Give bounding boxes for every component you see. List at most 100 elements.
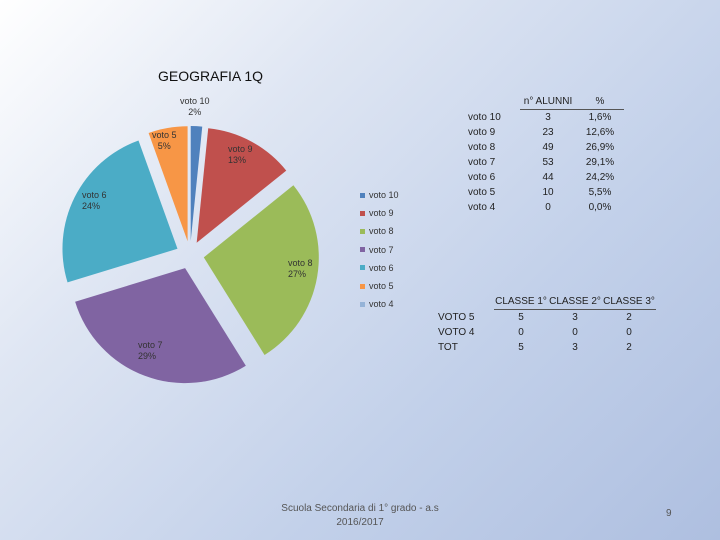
slice-label-name: voto 10 [180, 96, 210, 106]
legend-swatch [360, 265, 365, 271]
legend-label: voto 4 [369, 299, 394, 310]
table-cell: voto 7 [468, 157, 496, 168]
table-header-cell: CLASSE 2° [548, 294, 602, 310]
slice-label-pct: 5% [157, 141, 171, 151]
slice-label-pct: 29% [138, 351, 157, 361]
legend-item: voto 6 [360, 259, 399, 277]
table-cell: 0 [572, 327, 578, 338]
table-cell: voto 5 [468, 187, 496, 198]
slice-label-voto-9: voto 9 13% [228, 144, 253, 166]
table-header-row: n° ALUNNI % [456, 94, 624, 110]
pie-slice-voto-10 [190, 126, 203, 242]
legend-swatch [360, 210, 365, 216]
table-cell: 5 [518, 342, 524, 353]
legend-label: voto 9 [369, 208, 394, 219]
slice-label-name: voto 7 [138, 340, 163, 350]
table-cell: 0,0% [588, 202, 612, 213]
slice-label-name: voto 9 [228, 144, 253, 154]
legend-swatch [360, 247, 365, 253]
chart-legend: voto 10 voto 9 voto 8 voto 7 voto 6 voto… [360, 186, 399, 313]
legend-item: voto 7 [360, 241, 399, 259]
class-table: CLASSE 1° CLASSE 2° CLASSE 3° VOTO 5 5 3… [430, 294, 656, 355]
footer-line: 2016/2017 [336, 517, 384, 528]
table-cell: voto 8 [468, 142, 496, 153]
slice-label-pct: 24% [82, 201, 101, 211]
table-cell: 24,2% [585, 172, 615, 183]
legend-label: voto 5 [369, 281, 394, 292]
legend-label: voto 7 [369, 244, 394, 255]
table-cell: 1,6% [588, 112, 612, 123]
table-header-cell [456, 94, 520, 110]
pie-slice-voto-7 [75, 268, 246, 384]
pie-slice-voto-8 [203, 185, 319, 355]
legend-label: voto 8 [369, 226, 394, 237]
table-cell: 0 [545, 202, 551, 213]
slice-label-pct: 13% [228, 155, 247, 165]
table-row: VOTO 5 5 3 2 [430, 310, 656, 326]
table-row: voto 5 10 5,5% [456, 185, 624, 200]
table-row: voto 8 49 26,9% [456, 140, 624, 155]
grades-table: n° ALUNNI % voto 10 3 1,6% voto 9 23 12,… [456, 94, 624, 215]
table-header-cell: CLASSE 1° [494, 294, 548, 310]
slice-label-voto-6: voto 6 24% [82, 190, 107, 212]
page-number: 9 [666, 508, 672, 519]
slice-label-voto-8: voto 8 27% [288, 258, 313, 280]
table-cell: 2 [626, 342, 632, 353]
slice-label-name: voto 5 [152, 130, 177, 140]
table-cell: 49 [542, 142, 554, 153]
table-header-cell: % [576, 94, 624, 110]
table-cell: 29,1% [585, 157, 615, 168]
slice-label-name: voto 6 [82, 190, 107, 200]
table-cell: voto 10 [468, 111, 501, 123]
table-cell: 44 [542, 172, 554, 183]
table-row: TOT 5 3 2 [430, 340, 656, 355]
table-cell: 3 [545, 112, 551, 123]
table-cell: 5,5% [588, 187, 612, 198]
table-header-cell [430, 294, 494, 310]
table-row: voto 9 23 12,6% [456, 125, 624, 140]
legend-swatch [360, 283, 365, 289]
table-header-cell: CLASSE 3° [602, 294, 656, 310]
table-cell: 3 [572, 342, 578, 353]
table-cell: 0 [518, 327, 524, 338]
slice-label-pct: 2% [188, 107, 202, 117]
table-cell: voto 4 [468, 202, 496, 213]
table-cell: voto 6 [468, 172, 496, 183]
table-cell: VOTO 5 [438, 311, 475, 323]
legend-item: voto 5 [360, 277, 399, 295]
legend-label: voto 6 [369, 262, 394, 273]
legend-label: voto 10 [369, 190, 399, 201]
table-cell: 5 [518, 312, 524, 323]
slice-label-voto-7: voto 7 29% [138, 340, 163, 362]
table-cell: 23 [542, 127, 554, 138]
legend-item: voto 9 [360, 204, 399, 222]
table-row: VOTO 4 0 0 0 [430, 325, 656, 340]
table-cell: 10 [542, 187, 554, 198]
legend-item: voto 4 [360, 295, 399, 313]
table-row: voto 4 0 0,0% [456, 200, 624, 215]
slice-label-voto-5: voto 5 5% [152, 130, 177, 152]
footer: Scuola Secondaria di 1° grado - a.s 2016… [270, 502, 450, 530]
table-header-cell: n° ALUNNI [520, 94, 576, 110]
slice-label-voto-10: voto 10 2% [180, 96, 210, 118]
table-cell: 3 [572, 312, 578, 323]
pie-slice-voto-6 [62, 140, 178, 283]
legend-item: voto 8 [360, 222, 399, 240]
legend-item: voto 10 [360, 186, 399, 204]
table-cell: 0 [626, 327, 632, 338]
table-cell: 53 [542, 157, 554, 168]
pie-slice-voto-5 [148, 126, 188, 242]
table-cell: VOTO 4 [438, 327, 475, 338]
table-cell: voto 9 [468, 127, 496, 138]
table-cell: 26,9% [585, 142, 615, 153]
table-row: voto 10 3 1,6% [456, 110, 624, 126]
table-header-row: CLASSE 1° CLASSE 2° CLASSE 3° [430, 294, 656, 310]
slice-label-pct: 27% [288, 269, 307, 279]
slice-label-name: voto 8 [288, 258, 313, 268]
table-row: voto 7 53 29,1% [456, 155, 624, 170]
chart-title: GEOGRAFIA 1Q [158, 68, 264, 84]
table-cell: 12,6% [585, 127, 615, 138]
legend-swatch [360, 192, 365, 198]
legend-swatch [360, 301, 365, 307]
pie-slice-voto-9 [196, 128, 287, 243]
